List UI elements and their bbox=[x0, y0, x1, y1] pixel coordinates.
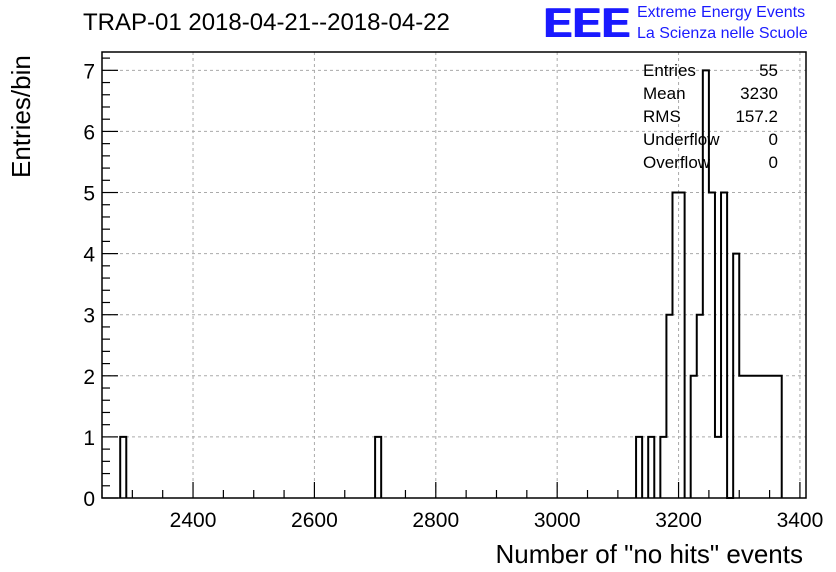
histogram-bin bbox=[636, 437, 642, 498]
stats-label: Entries bbox=[643, 61, 696, 80]
histogram-bin bbox=[679, 193, 685, 498]
y-tick-label: 2 bbox=[83, 366, 95, 389]
histogram-outline bbox=[119, 69, 783, 499]
histogram-layer bbox=[119, 69, 783, 499]
eee-logo: EEE bbox=[544, 0, 632, 46]
stats-value: 55 bbox=[759, 61, 778, 80]
y-tick-label: 1 bbox=[83, 427, 95, 450]
histogram-bin bbox=[660, 437, 666, 498]
histogram-bin bbox=[691, 376, 697, 498]
y-axis-label: Entries/bin bbox=[6, 55, 36, 178]
histogram-bin bbox=[709, 193, 715, 498]
stats-value: 157.2 bbox=[735, 107, 778, 126]
stats-value: 3230 bbox=[740, 84, 778, 103]
histogram-bin bbox=[648, 437, 654, 498]
histogram-bin bbox=[120, 437, 126, 498]
histogram-bin bbox=[721, 193, 727, 498]
stats-value: 0 bbox=[769, 153, 778, 172]
histogram-bin bbox=[715, 437, 721, 498]
logo-caption-line1: Extreme Energy Events bbox=[637, 4, 806, 21]
histogram-bin bbox=[751, 376, 757, 498]
x-tick-label: 3200 bbox=[655, 509, 702, 532]
logo-caption-line2: La Scienza nelle Scuole bbox=[637, 25, 808, 42]
histogram-bin bbox=[375, 437, 381, 498]
stats-label: Mean bbox=[643, 84, 686, 103]
histogram-bin bbox=[757, 376, 763, 498]
histogram-bin bbox=[764, 376, 770, 498]
y-tick-label: 0 bbox=[83, 488, 95, 511]
y-tick-label: 3 bbox=[83, 305, 95, 328]
stats-label: Underflow bbox=[643, 130, 720, 149]
x-tick-label: 2400 bbox=[170, 509, 217, 532]
stats-label: Overflow bbox=[643, 153, 711, 172]
stats-label: RMS bbox=[643, 107, 681, 126]
grid-layer bbox=[102, 52, 806, 498]
x-tick-label: 2600 bbox=[291, 509, 338, 532]
histogram-bin bbox=[745, 376, 751, 498]
stats-value: 0 bbox=[769, 130, 778, 149]
histogram-bin bbox=[733, 254, 739, 498]
histogram-bin bbox=[770, 376, 776, 498]
axes: 2400 2600 2800 3000 3200 3400 0 1 2 3 4 5 6 7 bbox=[83, 51, 824, 532]
stats-box: Entries 55 Mean 3230 RMS 157.2 Underflow 0 Overf… bbox=[643, 61, 778, 172]
x-axis-label: Number of "no hits" events bbox=[496, 539, 804, 569]
histogram-bin bbox=[697, 315, 703, 498]
x-tick-label: 3000 bbox=[534, 509, 581, 532]
y-tick-label: 5 bbox=[83, 183, 95, 206]
y-tick-label: 6 bbox=[83, 121, 95, 144]
x-tick-label: 2800 bbox=[412, 509, 459, 532]
chart-title: TRAP-01 2018-04-21--2018-04-22 bbox=[83, 9, 450, 36]
histogram-bin bbox=[666, 315, 672, 498]
plot-frame bbox=[101, 51, 807, 499]
x-tick-label: 3400 bbox=[777, 509, 824, 532]
histogram-bin bbox=[776, 376, 782, 498]
y-tick-label: 7 bbox=[83, 60, 95, 83]
y-tick-label: 4 bbox=[83, 244, 95, 267]
histogram-bin bbox=[739, 376, 745, 498]
histogram-bin bbox=[672, 193, 678, 498]
